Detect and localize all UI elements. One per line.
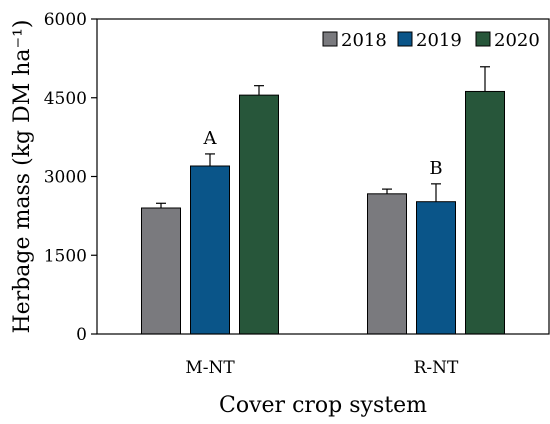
y-tick-label: 4500 [44,89,87,109]
error-bars [156,66,490,208]
legend-label-2019: 2019 [416,30,462,51]
legend-swatch-2020 [475,31,491,47]
y-tick-label: 3000 [44,168,87,188]
bar-r-nt-2020 [465,90,505,335]
bar-r-nt-2018 [367,193,407,335]
plot-frame [96,18,550,335]
significance-letter: B [429,158,442,179]
legend-swatch-2019 [397,31,413,47]
x-axis-categories: M-NT R-NT [185,358,459,378]
significance-letter: A [203,128,218,149]
annotations: AB [203,128,443,179]
bar-m-nt-2020 [239,94,279,335]
bar-m-nt-2018 [141,207,181,335]
legend: 2018 2019 2020 [322,30,540,51]
legend-label-2020: 2020 [494,30,540,51]
y-axis-title: Herbage mass (kg DM ha⁻¹) [10,19,35,333]
x-axis-title: Cover crop system [219,393,427,418]
x-category-label: R-NT [414,358,459,378]
bars [141,90,505,335]
y-axis-ticks: 0 1500 3000 4500 6000 [44,10,97,345]
legend-label-2018: 2018 [341,30,387,51]
y-tick-label: 0 [76,325,87,345]
y-tick-label: 6000 [44,10,87,30]
bar-r-nt-2019 [416,201,456,335]
legend-swatch-2018 [322,31,338,47]
bar-m-nt-2019 [190,165,230,335]
x-category-label: M-NT [185,358,235,378]
y-tick-label: 1500 [44,246,87,266]
